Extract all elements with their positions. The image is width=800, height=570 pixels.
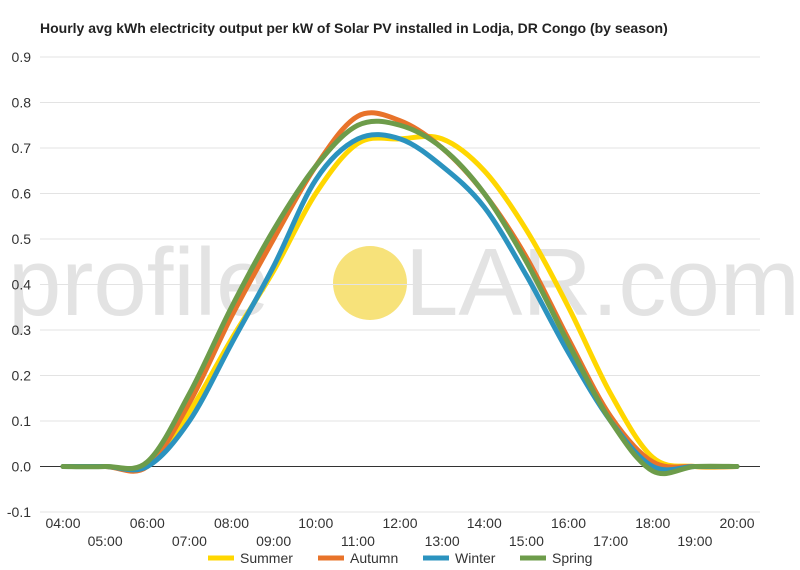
series-line-autumn xyxy=(60,110,740,474)
x-tick-label: 14:00 xyxy=(467,515,502,531)
y-tick-label: 0.5 xyxy=(12,231,32,247)
legend-label-spring: Spring xyxy=(552,550,592,566)
legend-label-winter: Winter xyxy=(455,550,496,566)
x-tick-label: 20:00 xyxy=(719,515,754,531)
legend: Summer Autumn Winter Spring xyxy=(208,550,592,566)
x-tick-label: 10:00 xyxy=(298,515,333,531)
y-tick-label: 0.9 xyxy=(12,49,32,65)
x-tick-label: 18:00 xyxy=(635,515,670,531)
watermark-sun-icon xyxy=(333,246,407,320)
y-tick-label: 0.6 xyxy=(12,186,32,202)
profilesolar-watermark: profile LAR.com xyxy=(8,229,800,336)
legend-label-summer: Summer xyxy=(240,550,293,566)
x-tick-label: 09:00 xyxy=(256,533,291,549)
chart-title: Hourly avg kWh electricity output per kW… xyxy=(40,20,668,36)
x-tick-label: 19:00 xyxy=(677,533,712,549)
watermark-text-right: LAR.com xyxy=(405,229,800,336)
y-tick-label: 0.0 xyxy=(12,459,32,475)
y-tick-label: 0.3 xyxy=(12,322,32,338)
x-tick-label: 12:00 xyxy=(382,515,417,531)
legend-label-autumn: Autumn xyxy=(350,550,398,566)
y-tick-label: 0.7 xyxy=(12,140,32,156)
series-line-spring xyxy=(60,118,740,477)
x-tick-label: 11:00 xyxy=(341,533,375,549)
x-tick-label: 07:00 xyxy=(172,533,207,549)
x-tick-label: 16:00 xyxy=(551,515,586,531)
y-axis-tick-labels: -0.1 0.0 0.1 0.2 0.3 0.4 0.5 0.6 0.7 0.8 0.9 xyxy=(7,49,31,520)
y-tick-label: 0.8 xyxy=(12,95,32,111)
x-tick-label: 08:00 xyxy=(214,515,249,531)
x-tick-label: 06:00 xyxy=(130,515,165,531)
y-tick-label: -0.1 xyxy=(7,504,31,520)
x-axis-tick-labels: 04:00 05:00 06:00 07:00 08:00 09:00 10:00 11:00… xyxy=(45,515,754,549)
series-lines xyxy=(60,110,740,477)
gridlines xyxy=(40,56,760,513)
x-tick-label: 15:00 xyxy=(509,533,544,549)
x-tick-label: 05:00 xyxy=(88,533,123,549)
y-tick-label: 0.1 xyxy=(12,413,32,429)
x-tick-label: 04:00 xyxy=(45,515,80,531)
y-tick-label: 0.4 xyxy=(12,277,32,293)
x-tick-label: 13:00 xyxy=(425,533,460,549)
y-tick-label: 0.2 xyxy=(12,368,32,384)
x-tick-label: 17:00 xyxy=(593,533,628,549)
